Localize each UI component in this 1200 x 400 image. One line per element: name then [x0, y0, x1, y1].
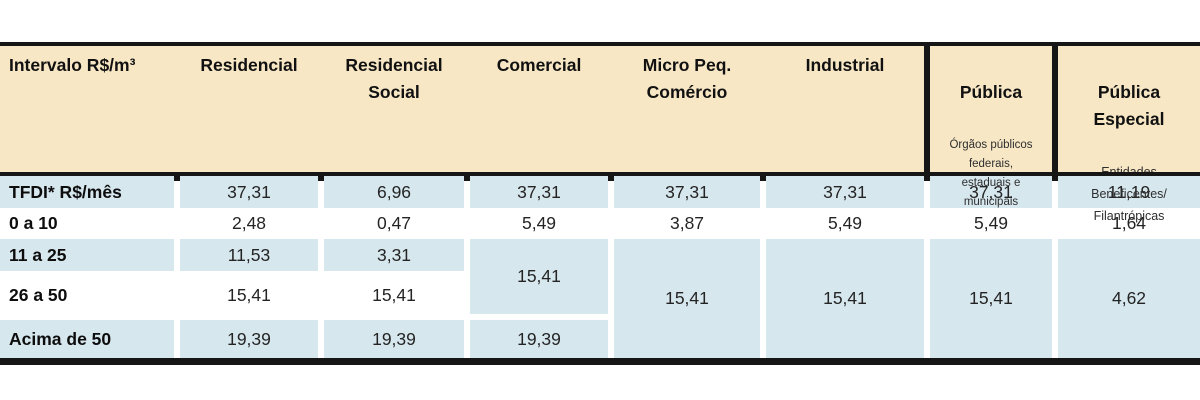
merged-cell-micro-peq-11-a-acima-50: 15,41 [614, 239, 760, 358]
col-header-publica-especial: Pública Especial [1093, 82, 1165, 129]
col-header-industrial: Industrial [805, 55, 885, 75]
cell-11a25-residencial-social: 3,31 [324, 239, 464, 271]
cell-0a10-micro-peq: 3,87 [669, 213, 705, 233]
cell-0a10-publica: 5,49 [973, 213, 1009, 233]
cell-0a10-publica-especial: 1,64 [1111, 213, 1147, 233]
cell-tfdi-publica-especial: 11,19 [1058, 176, 1200, 208]
tariff-table: Intervalo R$/m³ Residencial Residencial … [0, 42, 1200, 365]
column-boundary-tick [760, 176, 766, 181]
cell-acima50-residencial: 19,39 [180, 320, 318, 358]
cell-0a10-industrial: 5,49 [827, 213, 863, 233]
cell-11a25-residencial: 11,53 [180, 239, 318, 271]
col-header-publica-group: Pública Órgãos públicos federais, estadu… [930, 46, 1052, 254]
merged-cell-comercial-11-a-50: 15,41 [470, 239, 608, 320]
col-subheader-publica-especial: Entidades Beneficentes/ Filantrópicas [1091, 165, 1167, 223]
column-boundary-tick [924, 176, 930, 181]
cell-tfdi-comercial: 37,31 [470, 176, 608, 208]
col-header-comercial: Comercial [496, 55, 582, 75]
col-header-micro-peq-comercio: Micro Peq. Comércio [642, 55, 732, 102]
header-column-divider [924, 46, 930, 172]
col-header-residencial: Residencial [200, 55, 298, 75]
header-bottom-rule [0, 172, 1200, 181]
table-body: TFDI* R$/mês 37,31 6,96 37,31 37,31 37,3… [0, 176, 1200, 358]
cell-26a50-residencial-social: 15,41 [372, 285, 416, 305]
col-subheader-publica: Órgãos públicos federais, estaduais e mu… [949, 139, 1033, 208]
col-header-publica: Pública [959, 82, 1023, 102]
column-boundary-tick [174, 176, 180, 181]
table-header: Intervalo R$/m³ Residencial Residencial … [0, 46, 1200, 223]
merged-cell-publica-especial-11-a-acima-50: 4,62 [1058, 239, 1200, 358]
row-label-acima-de-50: Acima de 50 [0, 320, 174, 358]
cell-tfdi-micro-peq: 37,31 [614, 176, 760, 208]
column-boundary-tick [318, 176, 324, 181]
cell-tfdi-residencial: 37,31 [180, 176, 318, 208]
cell-26a50-residencial: 15,41 [227, 285, 271, 305]
cell-acima50-residencial-social: 19,39 [324, 320, 464, 358]
cell-0a10-residencial-social: 0,47 [376, 213, 412, 233]
column-boundary-tick [1052, 176, 1058, 181]
row-label-26-a-50: 26 a 50 [9, 285, 68, 305]
cell-acima50-comercial: 19,39 [470, 320, 608, 358]
row-label-11-a-25: 11 a 25 [0, 239, 174, 271]
bottom-border-rule [0, 358, 1200, 365]
column-boundary-tick [464, 176, 470, 181]
cell-tfdi-residencial-social: 6,96 [324, 176, 464, 208]
cell-tfdi-industrial: 37,31 [766, 176, 924, 208]
cell-0a10-comercial: 5,49 [521, 213, 557, 233]
cell-tfdi-publica: 37,31 [930, 176, 1052, 208]
merged-cell-industrial-11-a-acima-50: 15,41 [766, 239, 924, 358]
row-label-0-a-10: 0 a 10 [9, 213, 58, 233]
row-label-tfdi: TFDI* R$/mês [0, 176, 174, 208]
col-header-residencial-social: Residencial Social [345, 55, 443, 102]
cell-0a10-residencial: 2,48 [231, 213, 267, 233]
col-header-intervalo: Intervalo R$/m³ [9, 55, 136, 75]
column-boundary-tick [608, 176, 614, 181]
col-header-publica-especial-group: Pública Especial Entidades Beneficentes/… [1058, 46, 1200, 254]
header-column-divider [1052, 46, 1058, 172]
merged-cell-publica-11-a-acima-50: 15,41 [930, 239, 1052, 358]
